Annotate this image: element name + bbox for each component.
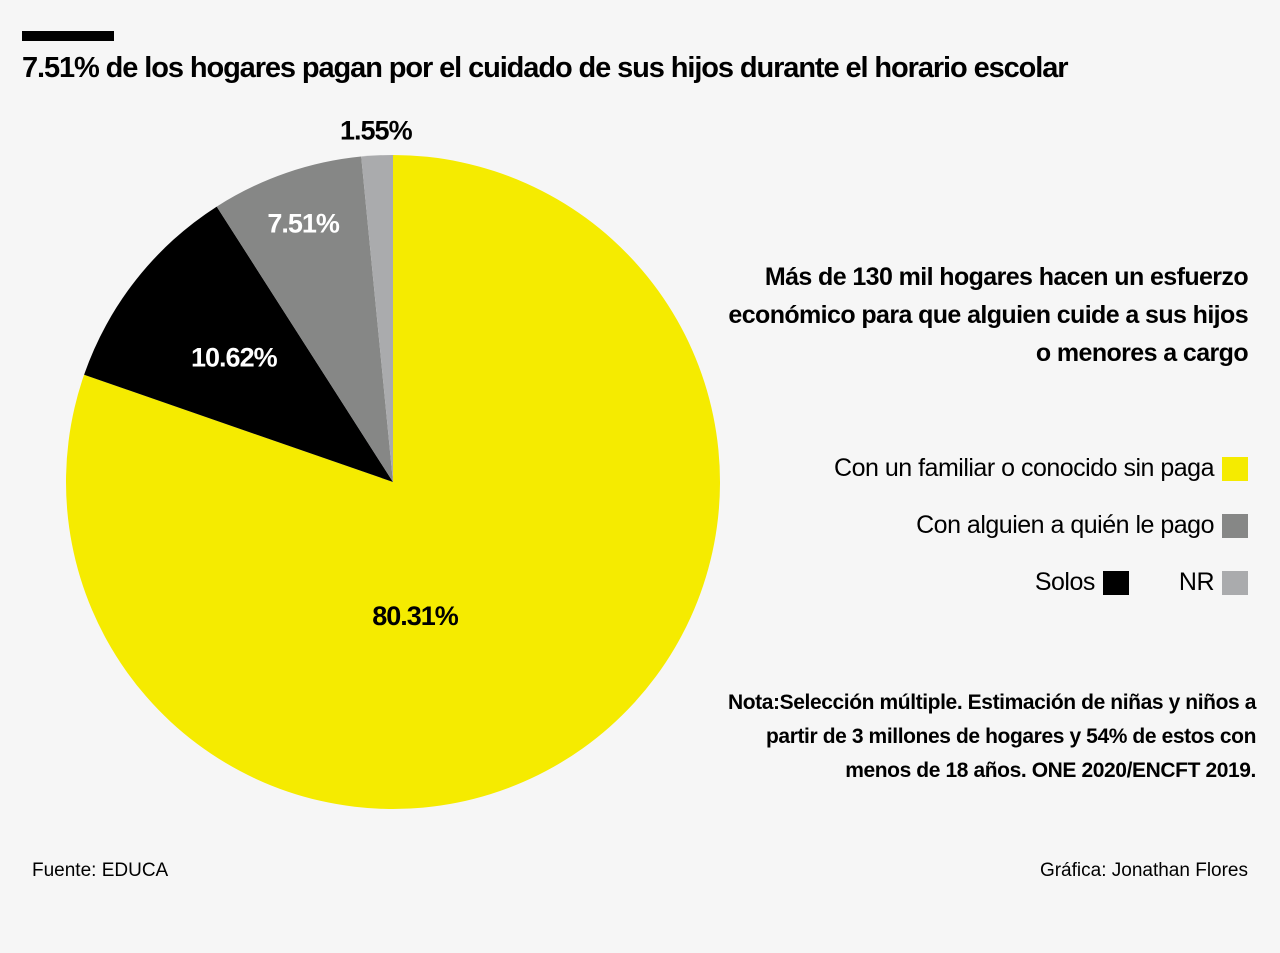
pie-slice [84,206,393,482]
pie-slice [361,155,393,482]
chart-title: 7.51% de los hogares pagan por el cuidad… [22,52,1069,84]
pie-slice [66,155,720,809]
chart-note: Nota:Selección múltiple. Estimación de n… [727,691,1256,782]
legend-swatch [1222,570,1248,595]
legend-label: Solos [1034,568,1096,596]
legend-swatch [1222,456,1248,481]
slice-label: 10.62% [191,342,278,372]
legend-label: Con alguien a quién le pago [916,511,1214,539]
pie-slice [216,156,393,482]
source: Fuente: EDUCA [32,860,169,881]
chart-subtitle: Más de 130 mil hogares hacen un esfuerzo… [728,263,1248,367]
legend-swatch [1102,570,1129,595]
title-accent-bar [22,31,114,41]
slice-label: 7.51% [267,208,340,238]
legend-item-solos-nr: Solos NR [1035,568,1248,597]
pie-chart: 80.31% 10.62% 7.51% 1.55% [66,115,720,809]
slice-label: 1.55% [340,115,413,145]
legend-item-pago: Con alguien a quién le pago [916,511,1248,540]
legend-item-familiar: Con un familiar o conocido sin paga [834,454,1248,483]
legend-swatch [1222,513,1248,538]
credit: Gráfica: Jonathan Flores [1039,860,1248,881]
legend-label: Con un familiar o conocido sin paga [834,454,1214,482]
legend-label: NR [1178,568,1215,596]
slice-label: 80.31% [372,601,459,631]
